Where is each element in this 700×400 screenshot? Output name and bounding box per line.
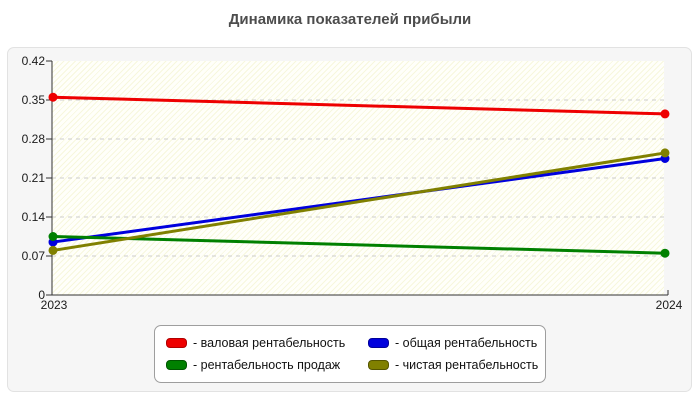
series-line bbox=[52, 235, 666, 255]
series-line bbox=[52, 151, 666, 252]
x-axis-tick-label: 2023 bbox=[40, 298, 68, 312]
y-axis-tick-label: 0.14 bbox=[21, 210, 45, 224]
data-point-marker bbox=[48, 92, 58, 102]
data-point-marker bbox=[48, 245, 58, 255]
legend-item: - рентабельность продаж bbox=[166, 358, 368, 372]
legend-label: - валовая рентабельность bbox=[193, 336, 346, 350]
y-axis-tick-label: 0.21 bbox=[21, 171, 45, 185]
legend: - валовая рентабельность - общая рентабел… bbox=[154, 325, 546, 383]
legend-swatch bbox=[166, 338, 187, 348]
data-point-marker bbox=[48, 232, 58, 241]
legend-item: - валовая рентабельность bbox=[166, 336, 368, 350]
series-line bbox=[52, 95, 666, 116]
legend-label: - общая рентабельность bbox=[395, 336, 538, 350]
legend-swatch bbox=[368, 338, 389, 348]
chart-title: Динамика показателей прибыли bbox=[228, 11, 472, 28]
data-point-marker bbox=[660, 248, 670, 258]
legend-label: - рентабельность продаж bbox=[193, 358, 341, 372]
y-axis-tick-label: 0.07 bbox=[21, 249, 45, 263]
y-axis-tick-label: 0.35 bbox=[21, 93, 45, 107]
line-chart-canvas bbox=[46, 60, 670, 296]
data-point-marker bbox=[660, 109, 670, 119]
y-axis-tick-label: 0.42 bbox=[21, 54, 45, 68]
legend-label: - чистая рентабельность bbox=[395, 358, 539, 372]
y-axis-tick-label: 0.28 bbox=[21, 132, 45, 146]
legend-item: - чистая рентабельность bbox=[368, 358, 545, 372]
y-axis-tick-label: 0 bbox=[38, 288, 45, 302]
legend-item: - общая рентабельность bbox=[368, 336, 545, 350]
legend-swatch bbox=[368, 360, 389, 370]
data-point-marker bbox=[660, 148, 670, 158]
chart-panel: 0 0.07 0.14 0.21 0.28 0.35 0.42 2023 2024 - вал… bbox=[7, 47, 692, 392]
legend-swatch bbox=[166, 360, 187, 370]
x-axis-tick-label: 2024 bbox=[655, 298, 683, 312]
axis-lines bbox=[51, 61, 668, 296]
